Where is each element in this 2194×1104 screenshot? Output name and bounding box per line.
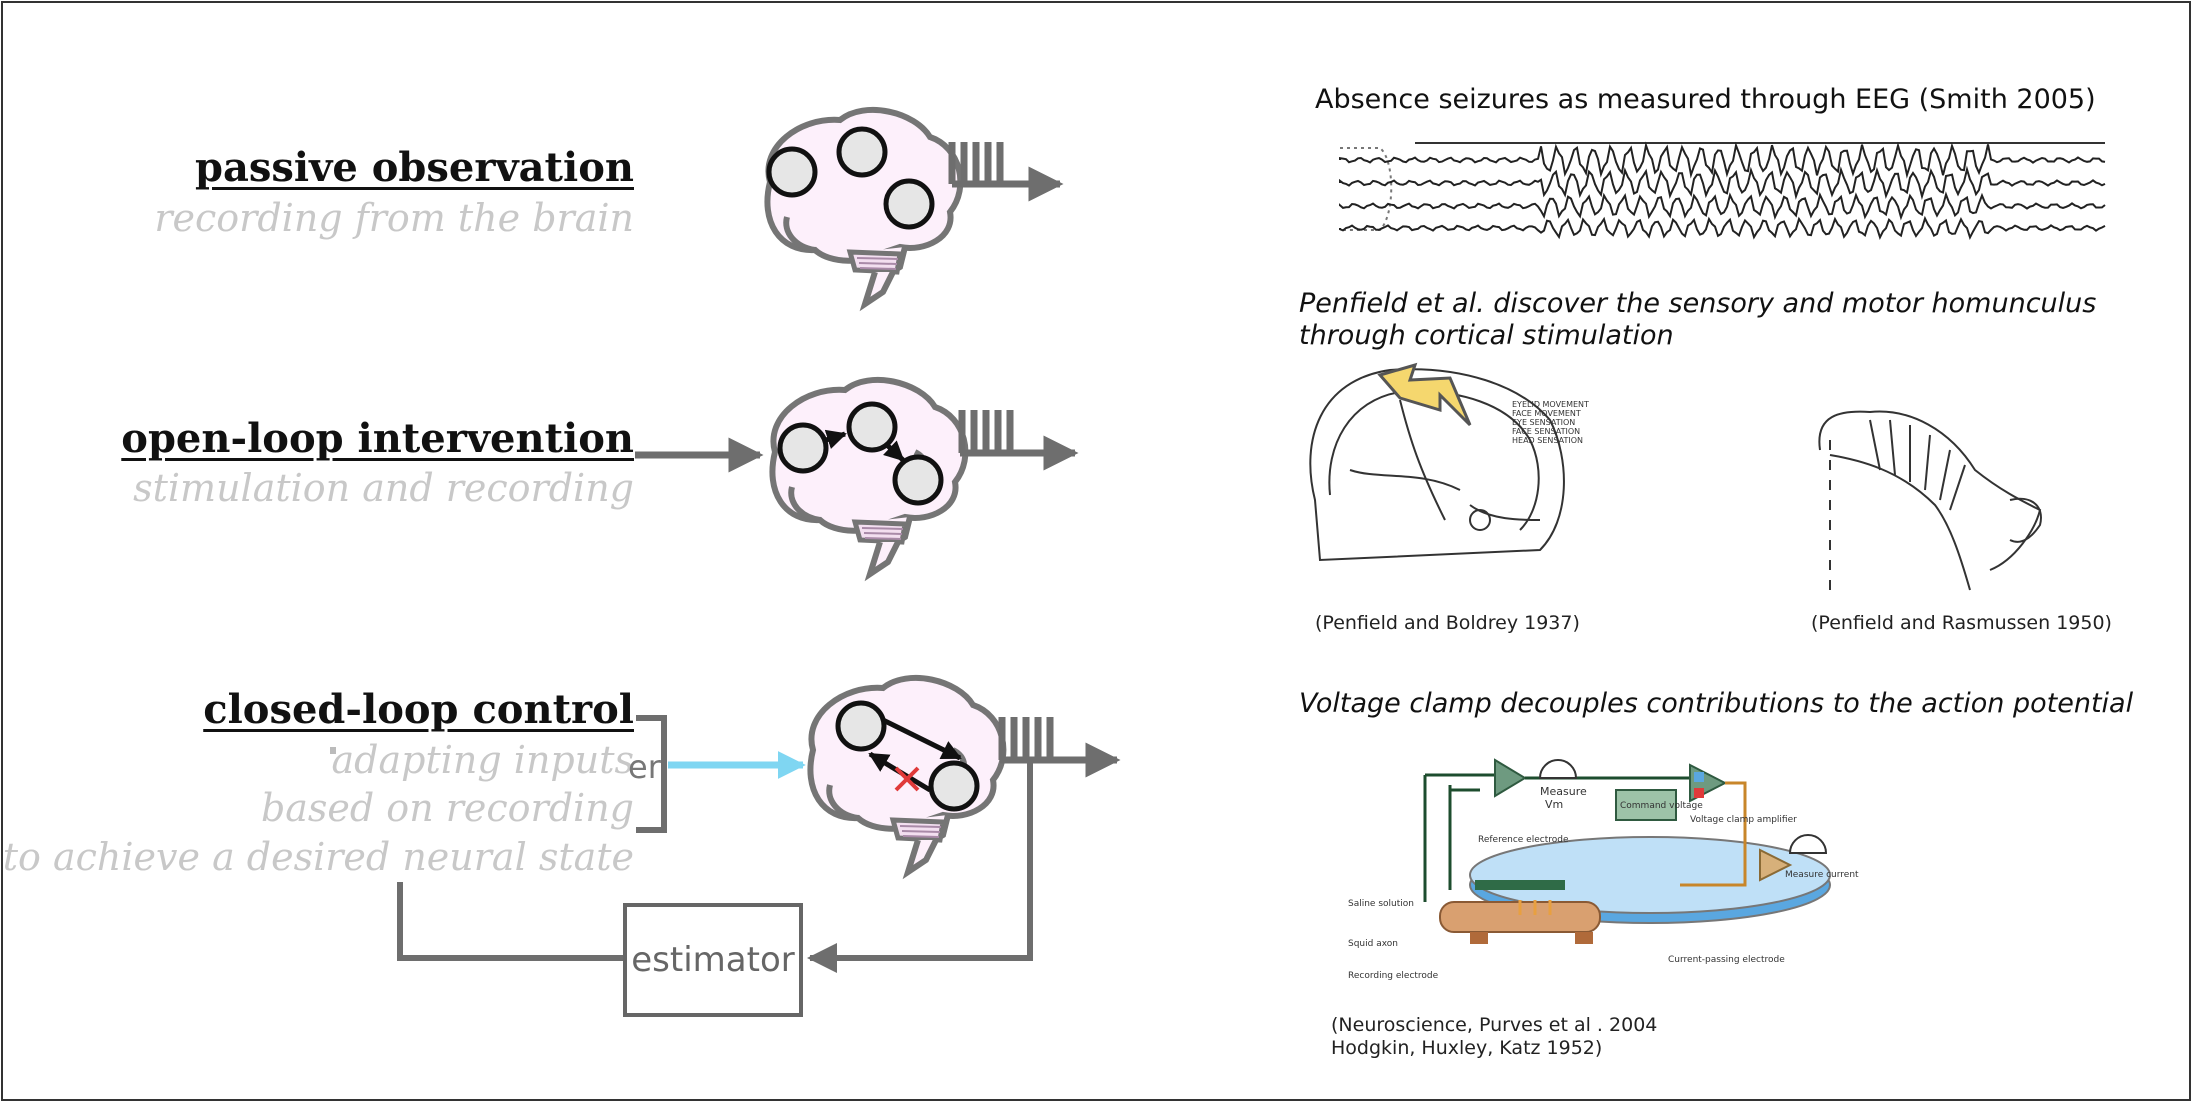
legend-item-4: HEAD SENSATION bbox=[1512, 436, 1583, 445]
row-subtitle-closedloop-2: based on recording bbox=[260, 786, 634, 830]
row-subtitle-openloop: stimulation and recording bbox=[133, 466, 634, 510]
voltage-caption-2: Hodgkin, Huxley, Katz 1952) bbox=[1331, 1037, 1603, 1059]
meter-gauge-icon bbox=[1788, 834, 1828, 854]
row-subtitle-passive: recording from the brain bbox=[154, 196, 634, 240]
vc-label-measure-current: Measure current bbox=[1785, 870, 1859, 880]
feedback-path-left bbox=[397, 882, 623, 961]
eeg-trace bbox=[1339, 215, 2106, 241]
feedback-path-right bbox=[807, 760, 1033, 973]
row-title-openloop: open-loop intervention bbox=[121, 415, 634, 462]
row-title-closedloop: closed-loop control bbox=[203, 686, 634, 733]
neuron-node-icon bbox=[883, 178, 935, 230]
row-subtitle-closedloop-1: adapting inputs bbox=[331, 738, 634, 782]
penfield-caption-right: (Penfield and Rasmussen 1950) bbox=[1811, 612, 2112, 634]
eeg-trace bbox=[1339, 191, 2106, 221]
vc-label-current-passing: Current-passing electrode bbox=[1668, 955, 1785, 965]
legend-item-2: EYE SENSATION bbox=[1512, 418, 1575, 427]
eeg-title: Absence seizures as measured through EEG… bbox=[1315, 84, 2096, 115]
row-subtitle-closedloop-3: to achieve a desired neural state bbox=[2, 835, 634, 879]
motor-legend: EYELID MOVEMENT FACE MOVEMENT EYE SENSAT… bbox=[1512, 400, 1589, 445]
penfield-title-2: through cortical stimulation bbox=[1299, 320, 1674, 351]
eeg-figure bbox=[1339, 141, 2106, 241]
control-diagram bbox=[330, 0, 1121, 973]
voltage-title: Voltage clamp decouples contributions to… bbox=[1299, 688, 2134, 719]
row-title-passive: passive observation bbox=[194, 144, 634, 191]
penfield-caption-left: (Penfield and Boldrey 1937) bbox=[1315, 612, 1580, 634]
spike-train-icon bbox=[958, 410, 1079, 471]
estimator-box: estimator bbox=[623, 903, 803, 1017]
estimator-label: estimator bbox=[631, 940, 795, 980]
voltage-clamp-figure bbox=[1423, 758, 1831, 944]
neuron-node-icon bbox=[766, 146, 818, 198]
red-x-icon bbox=[894, 766, 920, 792]
neuron-node-icon bbox=[835, 700, 887, 752]
penfield-title-1: Penfield et al. discover the sensory and… bbox=[1299, 288, 2097, 319]
spike-train-icon bbox=[948, 142, 1064, 202]
vc-label-measure: Measure bbox=[1540, 785, 1587, 798]
vc-label-vm: Vm bbox=[1545, 798, 1563, 811]
legend-item-0: EYELID MOVEMENT bbox=[1512, 400, 1589, 409]
controller-mark bbox=[330, 747, 336, 754]
neuron-node-icon bbox=[928, 760, 980, 812]
vc-label-squid: Squid axon bbox=[1348, 939, 1398, 949]
neuron-node-icon bbox=[836, 126, 888, 178]
penfield-head-sketch bbox=[1309, 368, 1565, 562]
homunculus-sketch bbox=[1818, 410, 2042, 600]
lightning-bolt-icon bbox=[1377, 362, 1472, 427]
eeg-trace bbox=[1339, 165, 2106, 201]
vc-label-command: Command voltage bbox=[1620, 801, 1703, 811]
vc-label-reference: Reference electrode bbox=[1478, 835, 1569, 845]
vc-label-recording: Recording electrode bbox=[1348, 971, 1439, 981]
controller-bracket bbox=[636, 715, 667, 833]
vc-label-saline: Saline solution bbox=[1348, 899, 1414, 909]
neuron-node-icon bbox=[846, 401, 898, 453]
neuron-node-icon bbox=[892, 454, 944, 506]
voltage-caption-1: (Neuroscience, Purves et al . 2004 bbox=[1331, 1014, 1658, 1036]
controller-label-fragment: er bbox=[628, 748, 661, 786]
legend-item-3: FACE SENSATION bbox=[1512, 427, 1580, 436]
vc-label-amplifier: Voltage clamp amplifier bbox=[1690, 815, 1797, 825]
legend-item-1: FACE MOVEMENT bbox=[1512, 409, 1581, 418]
eeg-trace bbox=[1339, 141, 2106, 179]
meter-gauge-icon bbox=[1538, 759, 1578, 779]
spike-train-icon bbox=[998, 717, 1121, 778]
